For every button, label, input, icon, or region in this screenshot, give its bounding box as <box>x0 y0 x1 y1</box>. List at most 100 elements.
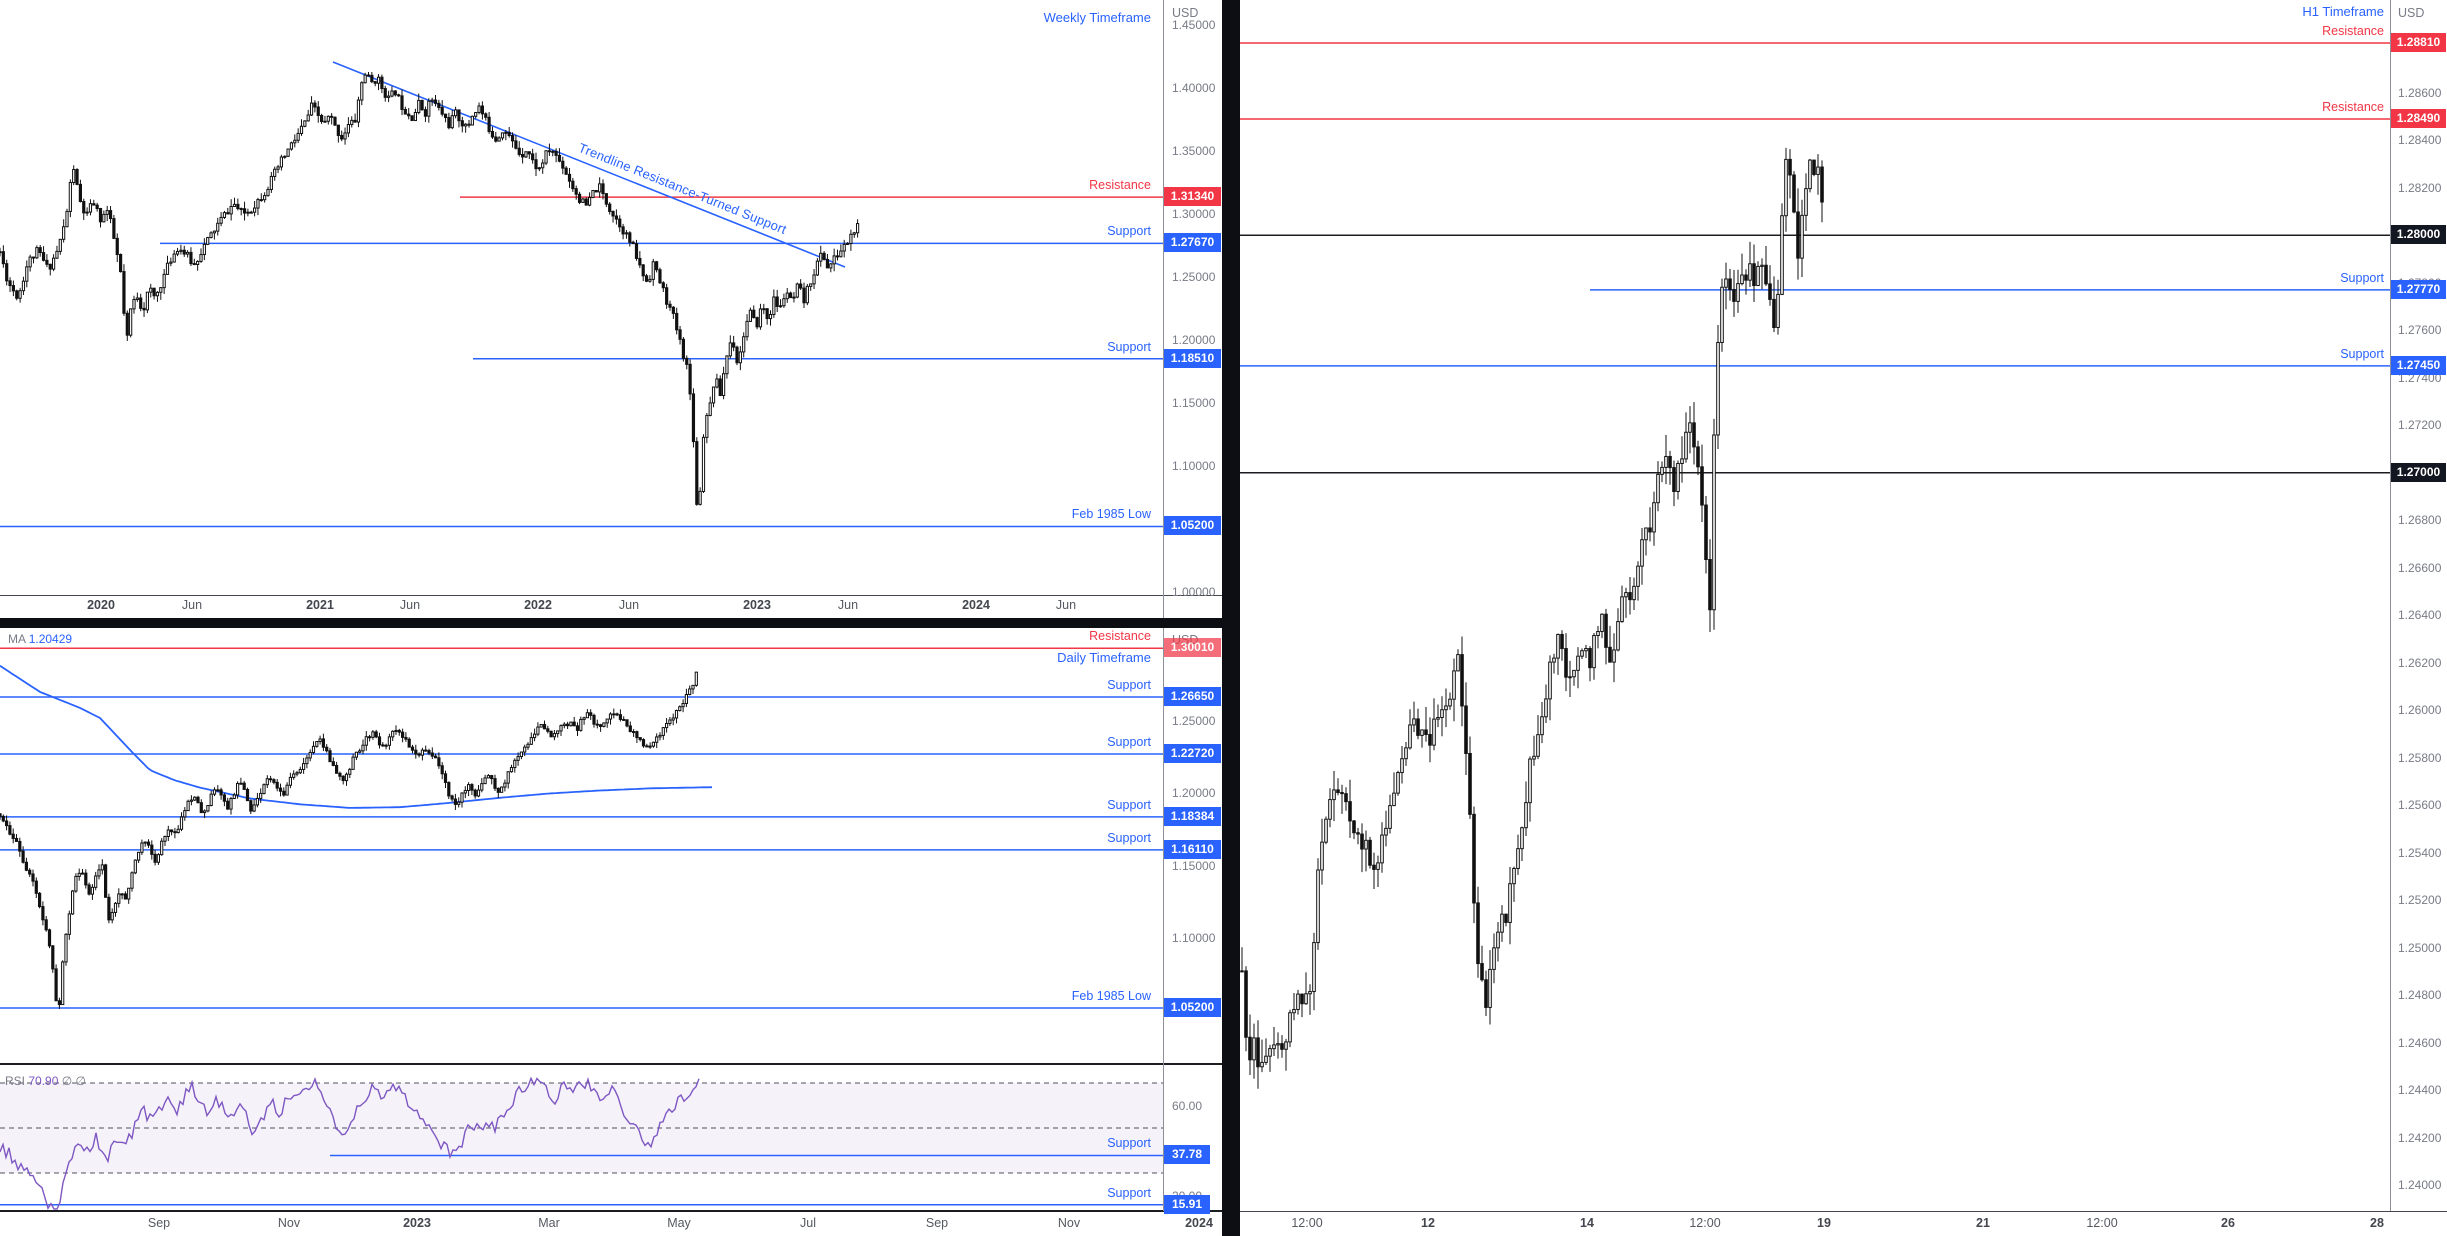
candle-body <box>1328 799 1332 820</box>
rsi-level-label[interactable]: Support <box>1107 1185 1151 1200</box>
candle-body <box>202 243 206 256</box>
candle-body <box>75 168 79 185</box>
candle-body <box>592 714 596 725</box>
weekly-price-tick: 1.35000 <box>1172 144 1216 158</box>
candle-body <box>132 298 136 310</box>
candle-body <box>805 285 809 304</box>
candle-body <box>564 167 568 175</box>
candle-body <box>420 749 424 756</box>
candle-body <box>414 749 418 755</box>
candle-body <box>68 182 72 212</box>
candle-body <box>159 287 163 293</box>
daily-level-label[interactable]: Support <box>1107 734 1151 749</box>
candle-body <box>504 131 508 134</box>
candle-body <box>400 95 404 110</box>
candle-body <box>634 243 639 259</box>
candle-body <box>1512 867 1516 885</box>
daily-level-label[interactable]: Support <box>1107 678 1151 692</box>
h1-chart-title[interactable]: H1 Timeframe <box>2302 4 2384 19</box>
candle-body <box>1768 283 1772 300</box>
h1-price-tick: 1.26800 <box>2398 513 2442 528</box>
candle-body <box>269 778 273 781</box>
candle-body <box>80 872 85 875</box>
candle-body <box>397 729 401 733</box>
candle-body <box>192 263 196 266</box>
candle-body <box>1612 649 1616 663</box>
h1-time-label: 26 <box>2221 1216 2235 1230</box>
candle-body <box>326 115 330 122</box>
candle-body <box>440 106 444 115</box>
daily-time-axis[interactable] <box>0 1212 1222 1236</box>
candle-body <box>417 99 421 114</box>
candle-body <box>24 861 28 871</box>
candle-body <box>722 373 726 396</box>
candle-body <box>675 312 679 331</box>
rsi-line[interactable] <box>0 1076 700 1210</box>
candle-body <box>245 788 250 802</box>
weekly-plot[interactable] <box>0 61 1163 528</box>
daily-ma-line[interactable] <box>0 665 713 809</box>
h1-time-label: 12:00 <box>1291 1216 1323 1230</box>
candle-body <box>58 238 62 252</box>
weekly-level-label[interactable]: Resistance <box>1089 178 1151 193</box>
candle-body <box>316 106 320 116</box>
daily-plot[interactable] <box>0 647 1163 1009</box>
weekly-trendline[interactable] <box>332 61 846 268</box>
h1-price-tick: 1.25600 <box>2398 798 2442 813</box>
rsi-indicator-legend[interactable]: RSI 70.90 ∅ ∅ <box>5 1074 86 1088</box>
candle-body <box>632 731 636 734</box>
candle-body <box>725 355 729 375</box>
weekly-level-label[interactable]: Support <box>1107 224 1151 239</box>
candle-body <box>1296 993 1300 1010</box>
candle-body <box>8 825 12 835</box>
candle-body <box>819 252 823 262</box>
candle-body <box>130 872 134 889</box>
candle-body <box>661 727 665 736</box>
daily-level-label[interactable]: Resistance <box>1089 629 1151 644</box>
candle-body <box>460 792 464 803</box>
rsi-pane-plot[interactable] <box>0 1076 1163 1210</box>
daily-price-badge: 1.18384 <box>1164 806 1221 826</box>
candle-body <box>440 765 444 775</box>
daily-chart-title[interactable]: Daily Timeframe <box>1057 650 1151 665</box>
h1-level-label[interactable]: Support <box>2340 346 2384 361</box>
h1-level-label[interactable]: Resistance <box>2322 24 2384 38</box>
rsi-level-label[interactable]: Support <box>1107 1136 1151 1151</box>
candle-body <box>1692 422 1696 448</box>
daily-time-label: Nov <box>1057 1216 1081 1230</box>
h1-level-label[interactable]: Support <box>2340 270 2384 285</box>
candle-body <box>150 844 154 855</box>
ma-indicator-legend[interactable]: MA 1.20429 <box>8 632 72 646</box>
h1-price-tick: 1.24800 <box>2398 988 2442 1003</box>
candle-body <box>1764 264 1768 285</box>
candle-body <box>510 134 515 142</box>
candle-body <box>1688 422 1692 433</box>
weekly-chart-title[interactable]: Weekly Timeframe <box>1043 10 1151 25</box>
daily-level-label[interactable]: Support <box>1107 797 1151 812</box>
daily-level-label[interactable]: Feb 1985 Low <box>1071 989 1151 1003</box>
candle-body <box>1556 633 1560 659</box>
candle-body <box>1680 458 1684 464</box>
candle-body <box>113 902 118 913</box>
candle-body <box>309 102 314 116</box>
horizontal-panel-divider[interactable] <box>0 618 1240 628</box>
h1-level-label[interactable]: Resistance <box>2322 99 2384 114</box>
weekly-price-badge: 1.27670 <box>1164 233 1221 253</box>
candle-body <box>691 393 696 443</box>
weekly-level-label[interactable]: Support <box>1107 339 1151 354</box>
candle-body <box>434 755 438 759</box>
h1-plot[interactable] <box>1240 42 2390 1089</box>
weekly-level-label[interactable]: Feb 1985 Low <box>1071 507 1151 522</box>
daily-level-label[interactable]: Support <box>1107 830 1151 845</box>
candle-body <box>1776 293 1780 328</box>
candle-body <box>348 768 352 775</box>
candle-body <box>839 250 843 258</box>
candle-body <box>262 784 266 794</box>
weekly-time-label: 2022 <box>524 598 552 612</box>
rsi-price-badge: 15.91 <box>1164 1194 1210 1214</box>
candle-body <box>618 714 622 720</box>
candle-body <box>674 710 679 719</box>
candle-body <box>361 744 365 752</box>
candle-body <box>778 305 783 308</box>
